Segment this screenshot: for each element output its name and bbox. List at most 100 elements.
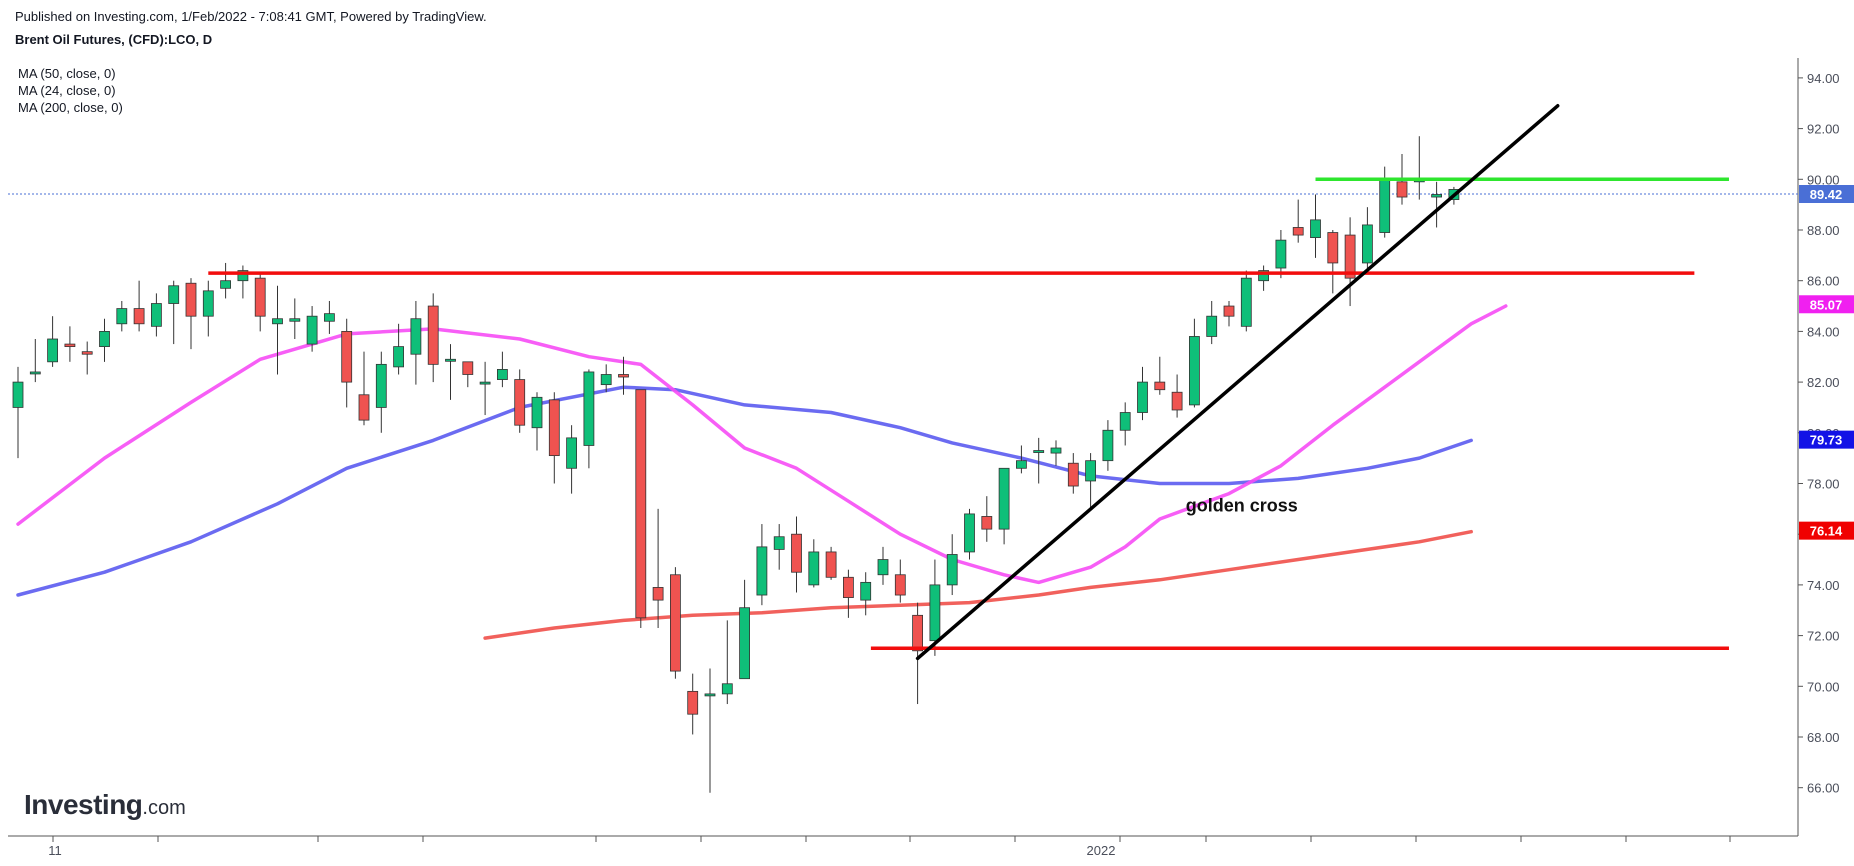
candle	[877, 546, 889, 585]
candle-body	[202, 290, 214, 317]
candle	[185, 278, 197, 350]
candle	[116, 300, 128, 332]
candle-body	[358, 394, 370, 421]
candle	[202, 280, 214, 337]
candle-body	[1119, 412, 1131, 431]
time-tick-label: 11	[48, 843, 62, 858]
candle-body	[1240, 277, 1252, 327]
candle-body	[1085, 460, 1096, 482]
candle	[894, 559, 906, 603]
candle	[929, 559, 941, 656]
candle	[1171, 374, 1183, 418]
candle	[1310, 194, 1321, 258]
candle	[99, 318, 110, 362]
candle-body	[410, 318, 422, 355]
symbol-title[interactable]: Brent Oil Futures, (CFD):LCO, D	[15, 32, 213, 47]
candle-body	[618, 374, 629, 378]
candle	[496, 351, 508, 388]
candle-body	[1206, 315, 1218, 337]
candle	[1258, 265, 1269, 291]
candle	[1016, 445, 1027, 474]
candle-body	[773, 536, 785, 550]
candle-body	[1431, 194, 1442, 198]
candle-body	[1258, 270, 1269, 282]
ma-200-legend[interactable]: MA (200, close, 0)	[18, 100, 123, 115]
candle	[81, 341, 93, 375]
candle-body	[704, 693, 716, 697]
candle	[566, 425, 577, 494]
published-note: Published on Investing.com, 1/Feb/2022 -…	[15, 9, 487, 24]
candle	[600, 364, 612, 393]
candle-body	[1292, 227, 1304, 236]
candle	[220, 262, 232, 299]
candle-body	[254, 277, 266, 317]
candle	[1154, 356, 1166, 395]
price-tick-label: 68.00	[1807, 730, 1840, 745]
candle	[323, 300, 335, 334]
golden-cross-annotation: golden cross	[1186, 495, 1298, 515]
candle	[1413, 136, 1425, 200]
candle-body	[791, 533, 802, 573]
candle-body	[964, 513, 975, 553]
candle	[1085, 453, 1096, 509]
candle-body	[220, 280, 232, 289]
candle-body	[514, 379, 526, 426]
candle-body	[99, 330, 110, 348]
candle	[825, 546, 837, 580]
candle-body	[1362, 224, 1373, 264]
candle-body	[531, 396, 543, 429]
price-tick-label: 70.00	[1807, 679, 1840, 694]
candle-body	[1344, 234, 1356, 279]
price-tick-label: 88.00	[1807, 223, 1840, 238]
candle	[808, 539, 820, 588]
ma-50-legend[interactable]: MA (50, close, 0)	[18, 66, 116, 81]
candle-body	[566, 437, 577, 469]
candle-body	[825, 551, 837, 578]
candle	[254, 273, 266, 332]
last-value-badge	[1799, 295, 1854, 314]
candle-body	[635, 389, 647, 619]
ma-24-legend[interactable]: MA (24, close, 0)	[18, 83, 116, 98]
candle	[773, 524, 785, 570]
candle	[47, 316, 58, 367]
candle	[531, 392, 543, 451]
candle	[687, 673, 699, 735]
candle	[946, 534, 958, 596]
candle	[1206, 300, 1218, 345]
candle-body	[445, 358, 456, 362]
candle-body	[375, 363, 387, 408]
candle	[64, 326, 76, 362]
price-tick-label: 90.00	[1807, 172, 1840, 187]
price-tick-label: 72.00	[1807, 629, 1840, 644]
candle-body	[1102, 429, 1114, 462]
candle	[981, 496, 993, 542]
candle	[1033, 437, 1045, 484]
candle	[427, 293, 439, 383]
logo-main-text: Investing	[24, 789, 143, 820]
candle	[445, 344, 456, 400]
candle	[341, 318, 353, 408]
candle	[739, 579, 750, 680]
candle-body	[496, 369, 508, 380]
candle-body	[29, 371, 41, 375]
candle	[635, 389, 647, 628]
candle	[1431, 181, 1442, 228]
candle	[514, 369, 526, 433]
candle-body	[946, 554, 958, 586]
candle-body	[81, 351, 93, 355]
candle	[272, 285, 283, 375]
candle-body	[393, 346, 405, 368]
candle	[1050, 440, 1062, 466]
candle	[375, 351, 387, 433]
price-tick-label: 84.00	[1807, 324, 1840, 339]
candle-body	[652, 587, 664, 601]
candle-body	[687, 690, 699, 715]
ma-line-1	[16, 304, 1508, 585]
candle-body	[133, 308, 145, 325]
candle	[912, 602, 923, 705]
candle	[133, 280, 145, 332]
candle	[652, 508, 664, 628]
candle	[29, 339, 41, 383]
candle-body	[272, 318, 283, 325]
